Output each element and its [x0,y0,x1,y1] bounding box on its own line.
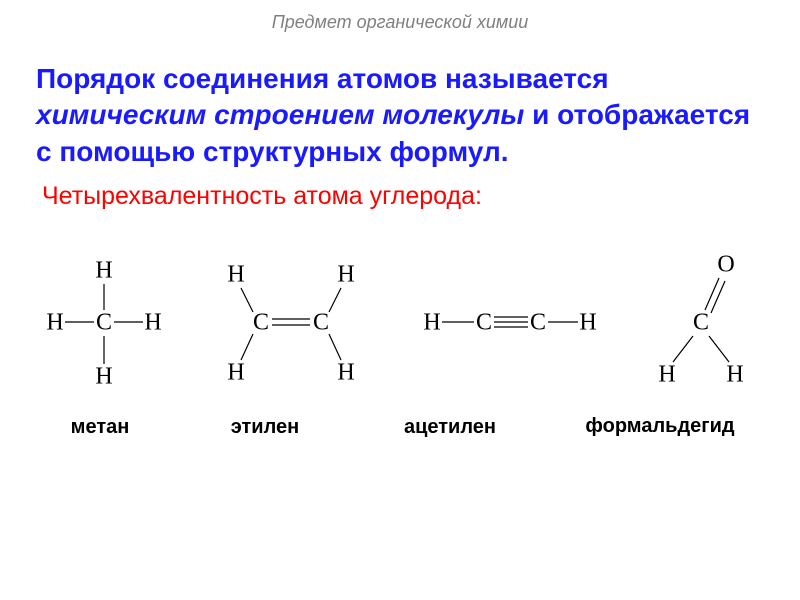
molecules-row: C H H H H C C H H H H [0,219,800,394]
main-part1: Порядок соединения атомов называется [36,63,609,94]
label-methane: метан [20,416,180,439]
main-paragraph: Порядок соединения атомов называется хим… [0,33,800,178]
atom-h: H [338,262,355,288]
label-formaldehyde: формальдегид [550,416,770,439]
atom-h: H [95,364,112,390]
atom-o: O [718,252,735,278]
molecule-methane: C H H H H [39,254,169,394]
label-acetylene: ацетилен [350,416,550,439]
atom-c: C [693,310,709,336]
atom-c: C [253,310,269,336]
atom-h: H [95,258,112,284]
atom-h: H [579,310,596,336]
atom-h: H [228,360,245,386]
molecule-labels-row: метан этилен ацетилен формальдегид [0,394,800,439]
acetylene-structure: H C C H [414,254,604,394]
atom-h: H [423,310,440,336]
atom-c: C [313,310,329,336]
molecule-acetylene: H C C H [414,254,604,394]
atom-h: H [46,310,63,336]
molecule-formaldehyde: C O H H [641,244,761,394]
molecule-ethylene: C C H H H H [206,254,376,394]
ethylene-structure: C C H H H H [206,254,376,394]
atom-h: H [144,310,161,336]
label-ethylene: этилен [180,416,350,439]
subtitle-red: Четырехвалентность атома углерода: [0,178,800,219]
atom-c: C [96,310,112,336]
atom-c: C [530,310,546,336]
slide-header: Предмет органической химии [0,0,800,33]
methane-structure: C H H H H [39,254,169,394]
main-part2-italic: химическим строением молекулы [36,99,524,130]
atom-h: H [228,262,245,288]
atom-h: H [659,362,676,388]
atom-h: H [727,362,744,388]
atom-c: C [476,310,492,336]
formaldehyde-structure: C O H H [641,244,761,394]
atom-h: H [338,360,355,386]
